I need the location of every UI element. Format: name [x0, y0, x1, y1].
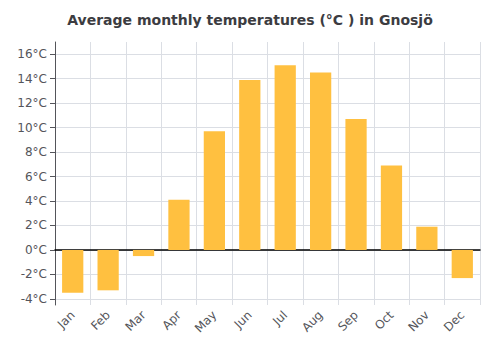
svg-text:Jan: Jan [54, 308, 78, 332]
svg-text:12°C: 12°C [17, 96, 47, 110]
svg-text:Dec: Dec [441, 308, 467, 334]
svg-text:Sep: Sep [335, 308, 361, 334]
svg-text:-2°C: -2°C [21, 267, 47, 281]
svg-text:0°C: 0°C [25, 243, 47, 257]
svg-text:10°C: 10°C [17, 121, 47, 135]
svg-text:16°C: 16°C [17, 47, 47, 61]
svg-text:Mar: Mar [123, 308, 149, 334]
svg-text:8°C: 8°C [25, 145, 47, 159]
svg-text:6°C: 6°C [25, 170, 47, 184]
svg-text:Oct: Oct [372, 308, 397, 333]
svg-text:Jun: Jun [231, 308, 255, 332]
svg-text:Aug: Aug [299, 308, 325, 334]
svg-text:2°C: 2°C [25, 218, 47, 232]
svg-text:Apr: Apr [159, 308, 184, 333]
svg-text:Nov: Nov [405, 308, 431, 334]
svg-text:May: May [192, 308, 219, 335]
svg-text:4°C: 4°C [25, 194, 47, 208]
svg-text:-4°C: -4°C [21, 292, 47, 306]
svg-text:Average monthly temperatures (: Average monthly temperatures (°C ) in Gn… [67, 12, 433, 28]
svg-text:Jul: Jul [269, 308, 290, 329]
svg-text:Feb: Feb [88, 308, 113, 333]
svg-text:14°C: 14°C [17, 72, 47, 86]
